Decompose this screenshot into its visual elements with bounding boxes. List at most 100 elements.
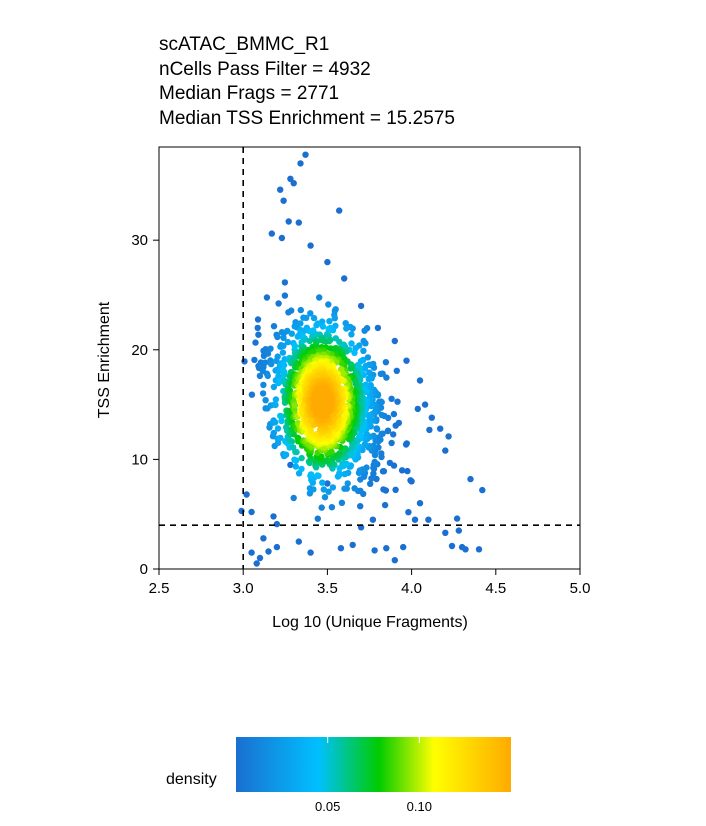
scatter-point — [303, 314, 310, 322]
scatter-point — [252, 339, 259, 346]
scatter-point — [265, 548, 272, 555]
scatter-point — [347, 365, 354, 372]
scatter-point — [282, 451, 290, 458]
scatter-point — [398, 467, 406, 474]
scatter-point — [339, 370, 346, 377]
scatter-point — [336, 338, 343, 346]
scatter-point — [280, 342, 287, 350]
x-axis-label: Log 10 (Unique Fragments) — [272, 614, 468, 631]
scatter-point — [318, 504, 325, 511]
scatter-point — [411, 516, 419, 523]
scatter-point — [307, 549, 314, 556]
scatter-point — [243, 491, 250, 498]
scatter-point — [301, 336, 309, 343]
scatter-point — [368, 475, 375, 482]
scatter-point — [426, 426, 433, 434]
scatter-point — [356, 467, 363, 474]
scatter-point — [302, 151, 309, 158]
scatter-point — [402, 441, 410, 448]
scatter-point — [273, 520, 281, 528]
scatter-point — [322, 338, 329, 345]
scatter-point — [262, 359, 269, 366]
y-tick-label: 10 — [131, 451, 148, 468]
scatter-point — [293, 448, 300, 456]
scatter-point — [255, 331, 262, 338]
scatter-point — [260, 535, 267, 542]
scatter-point — [259, 390, 267, 397]
scatter-point — [390, 410, 398, 418]
scatter-point — [442, 447, 449, 454]
scatter-point — [392, 486, 399, 493]
colorbar-title: density — [166, 771, 217, 788]
plot-frame — [158, 146, 581, 570]
scatter-point — [357, 476, 364, 483]
scatter-point — [290, 180, 297, 187]
scatter-point — [271, 419, 279, 426]
scatter-point — [318, 399, 326, 406]
chart-title-line-4: Median TSS Enrichment = 15.2575 — [159, 107, 455, 129]
scatter-point — [338, 499, 346, 506]
scatter-point — [325, 301, 332, 308]
scatter-point — [361, 327, 368, 334]
scatter-point — [360, 337, 367, 345]
scatter-point — [263, 294, 271, 301]
scatter-point — [277, 186, 284, 193]
scatter-point — [360, 347, 367, 354]
scatter-point — [324, 480, 331, 487]
scatter-point — [391, 557, 398, 564]
scatter-point — [324, 258, 331, 266]
scatter-point — [348, 340, 355, 347]
scatter-point — [416, 500, 424, 507]
scatter-point — [273, 357, 280, 365]
plot-border — [158, 146, 581, 570]
scatter-point — [378, 450, 385, 457]
scatter-point — [379, 468, 387, 475]
scatter-point — [404, 467, 411, 475]
scatter-point — [405, 509, 412, 516]
scatter-point — [248, 391, 256, 398]
colorbar-gradient — [236, 737, 511, 792]
scatter-point — [448, 542, 456, 550]
scatter-point — [307, 242, 314, 249]
scatter-point — [393, 367, 400, 374]
chart-title-line-3: Median Frags = 2771 — [159, 83, 340, 104]
scatter-point — [357, 503, 364, 510]
scatter-point — [277, 434, 284, 442]
scatter-point — [467, 475, 474, 483]
scatter-point — [272, 401, 279, 409]
scatter-point — [254, 324, 261, 332]
y-tick-label: 20 — [131, 342, 148, 359]
scatter-point — [285, 218, 292, 225]
scatter-point — [281, 370, 288, 377]
chart-title-block: scATAC_BMMC_R1 nCells Pass Filter = 4932… — [159, 33, 455, 131]
scatter-point — [462, 546, 469, 553]
scatter-point — [416, 377, 424, 384]
x-axis: 2.5 3.0 3.5 4.0 4.5 5.0 — [149, 569, 590, 597]
scatter-point — [291, 402, 299, 409]
scatter-point — [382, 359, 390, 366]
scatter-point — [453, 515, 461, 522]
scatter-point — [310, 314, 318, 322]
x-tick-label: 3.5 — [317, 580, 338, 597]
scatter-point — [341, 470, 348, 478]
scatter-point — [318, 453, 325, 460]
scatter-point — [326, 318, 333, 325]
scatter-point — [321, 494, 329, 501]
scatter-point — [248, 549, 255, 556]
scatter-point — [253, 560, 260, 567]
scatter-point — [278, 234, 286, 242]
x-tick-label: 4.0 — [401, 580, 422, 597]
scatter-point — [288, 307, 295, 314]
scatter-point — [336, 207, 343, 214]
scatter-point — [273, 543, 281, 551]
scatter-point — [337, 545, 345, 552]
scatter-point — [325, 488, 332, 495]
colorbar-tick-label: 0.10 — [407, 799, 432, 814]
x-tick-label: 3.0 — [233, 580, 254, 597]
scatter-point — [328, 504, 336, 511]
y-tick-label: 30 — [131, 232, 148, 249]
scatter-point — [329, 484, 337, 491]
scatter-point — [280, 334, 287, 341]
scatter-point — [475, 546, 483, 553]
